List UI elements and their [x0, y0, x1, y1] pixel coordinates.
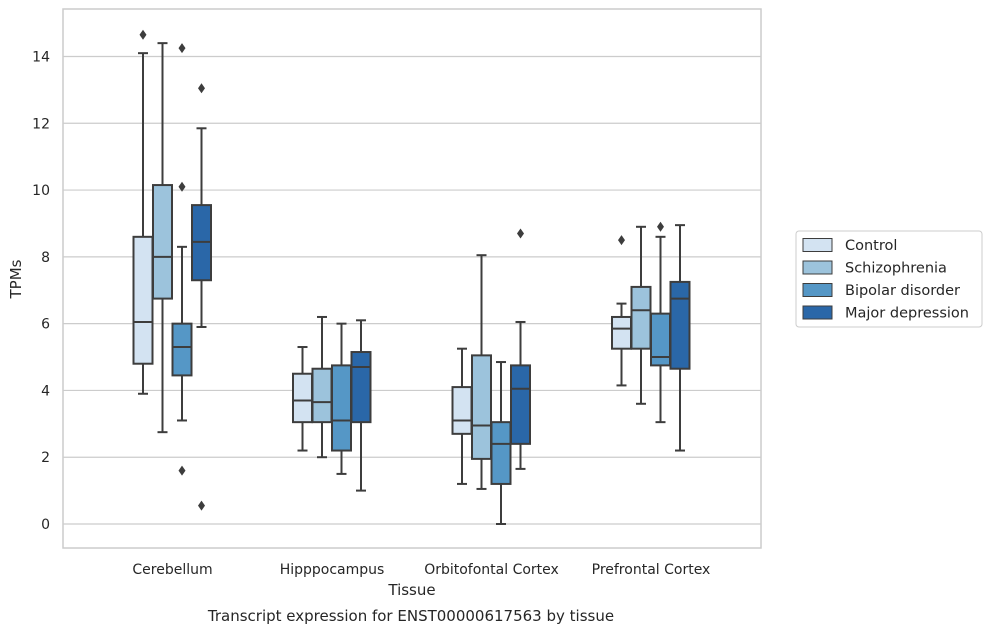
- legend-label: Control: [845, 238, 897, 254]
- boxes: [132, 29, 691, 525]
- box-iqr: [132, 235, 154, 365]
- x-tick-label: Cerebellum: [132, 562, 212, 578]
- x-tick-label: Orbitofontal Cortex: [424, 562, 559, 578]
- legend-item: Schizophrenia: [802, 260, 947, 277]
- outlier-point: [139, 29, 147, 40]
- y-tick-label: 14: [32, 50, 50, 66]
- outlier-point: [178, 43, 186, 54]
- x-tick-labels: Cerebellum Hipppocampus Orbitofontal Corte…: [132, 562, 710, 578]
- plot-frame: [62, 8, 762, 549]
- outlier-point: [517, 228, 524, 239]
- box-0-0: [132, 29, 154, 395]
- legend-swatch: [802, 238, 833, 252]
- outlier-point: [178, 465, 186, 476]
- box-2-3: [510, 228, 531, 470]
- box-2-1: [471, 254, 492, 490]
- y-tick-label: 12: [32, 116, 50, 132]
- box-iqr: [611, 315, 632, 350]
- y-axis-label: TPMs: [7, 259, 25, 299]
- box-iqr: [350, 351, 372, 424]
- box-iqr: [171, 322, 193, 377]
- legend: Control Schizophrenia Bipolar disorder Majo…: [795, 230, 983, 328]
- box-iqr: [510, 364, 531, 445]
- outlier-point: [178, 181, 186, 192]
- y-tick-label: 8: [41, 250, 50, 266]
- box-iqr: [490, 421, 512, 485]
- legend-item: Control: [802, 238, 897, 254]
- legend-frame: [795, 230, 983, 328]
- legend-item: Major depression: [802, 305, 969, 322]
- legend-item: Bipolar disorder: [802, 283, 960, 299]
- box-0-2: [171, 43, 193, 476]
- x-tick-label: Hipppocampus: [280, 562, 385, 578]
- legend-swatch: [802, 305, 833, 320]
- legend-label: Schizophrenia: [845, 261, 947, 277]
- box-0-1: [152, 42, 173, 434]
- y-tick-label: 2: [41, 450, 50, 466]
- box-iqr: [630, 285, 652, 350]
- box-1-0: [292, 346, 313, 452]
- box-iqr: [471, 354, 492, 460]
- box-3-1: [630, 225, 652, 405]
- legend-swatch: [802, 283, 833, 297]
- box-iqr: [152, 184, 173, 300]
- box-0-3: [191, 83, 212, 511]
- outlier-point: [198, 500, 205, 511]
- chart-caption: Transcript expression for ENST0000061756…: [207, 607, 614, 625]
- outlier-point: [618, 235, 625, 246]
- box-iqr: [292, 372, 313, 424]
- box-1-3: [350, 319, 372, 492]
- y-tick-label: 10: [32, 183, 50, 199]
- x-axis-label: Tissue: [387, 581, 435, 599]
- legend-label: Bipolar disorder: [845, 283, 960, 299]
- y-tick-label: 0: [41, 517, 50, 533]
- box-1-2: [331, 322, 352, 475]
- y-tick-label: 6: [41, 317, 50, 333]
- box-iqr: [451, 386, 473, 435]
- y-tick-labels: 0 2 4 6 8 10 12 14: [32, 50, 50, 534]
- box-iqr: [669, 280, 691, 370]
- legend-swatch: [802, 260, 833, 275]
- box-iqr: [311, 367, 333, 424]
- box-iqr: [331, 364, 352, 452]
- y-tick-label: 4: [41, 383, 50, 399]
- box-2-2: [490, 361, 512, 525]
- box-3-3: [669, 224, 691, 452]
- outlier-point: [198, 83, 205, 94]
- outlier-point: [657, 221, 664, 232]
- plot-area: [63, 9, 761, 548]
- x-tick-label: Prefrontal Cortex: [592, 562, 711, 578]
- legend-label: Major depression: [845, 306, 969, 322]
